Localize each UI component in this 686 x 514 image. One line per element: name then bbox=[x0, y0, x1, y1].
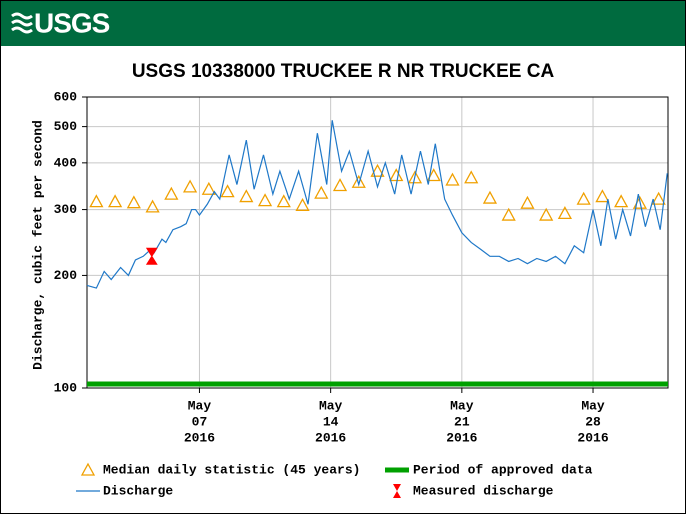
y-tick-label: 300 bbox=[54, 202, 78, 217]
median-marker bbox=[557, 206, 573, 220]
median-marker bbox=[108, 194, 123, 208]
median-marker bbox=[614, 194, 629, 208]
median-marker bbox=[576, 191, 591, 205]
median-marker bbox=[501, 207, 516, 221]
y-axis-label: Discharge, cubic feet per second bbox=[30, 120, 45, 370]
measured-marker bbox=[145, 247, 158, 265]
median-marker bbox=[370, 163, 385, 177]
legend-icon bbox=[80, 462, 96, 476]
median-marker bbox=[89, 194, 104, 208]
discharge-line bbox=[86, 120, 668, 289]
median-marker bbox=[239, 189, 254, 203]
median-marker bbox=[651, 191, 666, 205]
median-marker bbox=[595, 189, 610, 203]
x-tick-label: 07 bbox=[192, 414, 208, 429]
chart-title: USGS 10338000 TRUCKEE R NR TRUCKEE CA bbox=[132, 61, 555, 82]
median-marker bbox=[539, 207, 554, 221]
legend-label: Period of approved data bbox=[413, 462, 593, 477]
legend-label: Discharge bbox=[103, 483, 173, 498]
median-marker bbox=[332, 178, 348, 192]
x-tick-label: 2016 bbox=[577, 430, 608, 445]
median-marker bbox=[201, 181, 216, 195]
y-tick-label: 400 bbox=[54, 155, 78, 170]
median-marker bbox=[276, 194, 291, 208]
x-tick-label: 14 bbox=[323, 414, 339, 429]
x-tick-label: 2016 bbox=[184, 430, 215, 445]
median-marker bbox=[464, 170, 479, 184]
median-marker bbox=[257, 193, 273, 207]
logo-waves bbox=[11, 12, 33, 34]
x-tick-label: May bbox=[188, 398, 212, 413]
median-marker bbox=[220, 184, 235, 198]
plot-area bbox=[86, 96, 669, 389]
median-marker bbox=[295, 197, 310, 211]
header-bar bbox=[1, 1, 685, 46]
x-tick-label: May bbox=[581, 398, 605, 413]
median-marker bbox=[520, 195, 535, 209]
x-tick-label: 2016 bbox=[315, 430, 346, 445]
median-marker bbox=[445, 172, 460, 186]
legend-label: Median daily statistic (45 years) bbox=[103, 462, 360, 477]
x-tick-label: 28 bbox=[585, 414, 601, 429]
x-tick-label: 21 bbox=[454, 414, 470, 429]
logo-text: USGS bbox=[34, 7, 110, 38]
median-marker bbox=[426, 168, 441, 182]
median-marker bbox=[314, 185, 329, 199]
x-tick-label: 2016 bbox=[446, 430, 477, 445]
y-tick-label: 200 bbox=[54, 268, 78, 283]
median-marker bbox=[126, 195, 141, 209]
y-tick-label: 100 bbox=[54, 380, 78, 395]
x-tick-label: May bbox=[450, 398, 474, 413]
x-tick-label: May bbox=[319, 398, 343, 413]
median-marker bbox=[389, 168, 404, 182]
legend-icon bbox=[393, 484, 401, 498]
median-marker bbox=[351, 174, 366, 188]
median-marker bbox=[164, 186, 179, 200]
median-marker bbox=[145, 199, 160, 213]
y-tick-label: 600 bbox=[54, 89, 78, 104]
y-tick-label: 500 bbox=[54, 119, 78, 134]
legend-label: Measured discharge bbox=[413, 483, 554, 498]
median-marker bbox=[407, 170, 423, 184]
median-marker bbox=[482, 190, 498, 204]
median-marker bbox=[182, 179, 198, 193]
